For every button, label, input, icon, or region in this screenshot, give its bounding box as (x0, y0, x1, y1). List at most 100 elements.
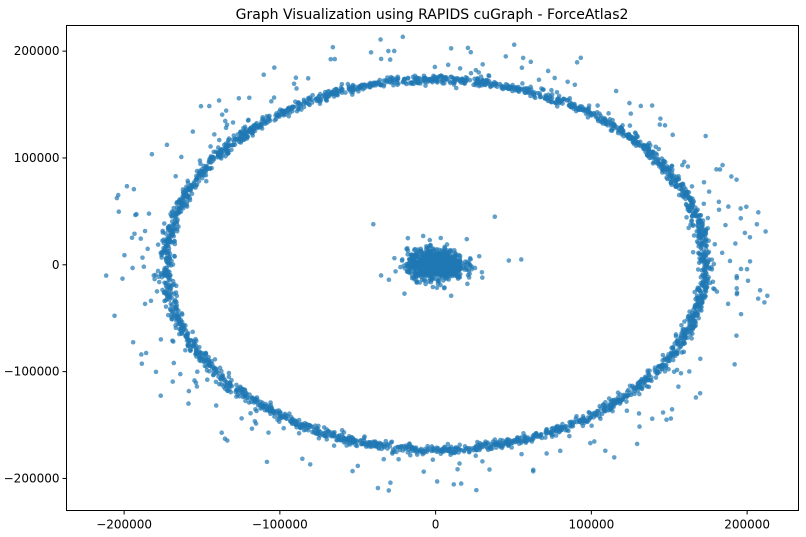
ring-node (259, 118, 265, 124)
outer-node (627, 123, 633, 128)
ring-node (461, 80, 466, 85)
ring-node (669, 163, 675, 169)
ring-node (200, 168, 206, 174)
outer-node (676, 384, 681, 389)
ring-node (398, 444, 404, 450)
cluster-node (421, 258, 426, 263)
outer-node (712, 286, 717, 292)
cluster-node (434, 285, 440, 291)
outer-node (204, 377, 210, 383)
cluster-node (422, 254, 427, 259)
outer-node (762, 300, 767, 305)
cluster-outlier-node (402, 291, 407, 296)
ring-node (363, 444, 369, 449)
outer-node (536, 77, 542, 83)
ring-node (560, 421, 565, 427)
ring-node (671, 173, 677, 179)
ring-node (603, 399, 608, 405)
cluster-node (432, 252, 438, 258)
ring-node (239, 390, 245, 395)
outer-node (565, 79, 570, 85)
outer-node (155, 268, 161, 274)
outer-node (103, 273, 109, 278)
ring-node (240, 133, 245, 138)
ring-node (424, 449, 430, 455)
ring-node (266, 114, 271, 120)
ring-node (378, 441, 384, 447)
ring-node (203, 178, 209, 184)
ring-node (156, 279, 162, 285)
ring-node (663, 167, 668, 173)
ring-node (407, 81, 412, 86)
ring-node (673, 332, 679, 337)
ring-node (226, 374, 232, 380)
cluster-node (424, 243, 429, 249)
ring-node (164, 284, 170, 290)
cluster-node (423, 250, 428, 255)
ring-node (654, 152, 660, 157)
ring-node (497, 441, 503, 447)
outer-node (350, 468, 355, 474)
outer-node (589, 423, 594, 429)
cluster-node (427, 243, 433, 248)
outer-node (557, 448, 563, 454)
cluster-node (398, 264, 403, 270)
ring-node (334, 437, 339, 443)
cluster-outlier-node (464, 236, 470, 242)
outer-node (703, 133, 708, 139)
outer-node (632, 130, 638, 135)
ring-node (609, 128, 615, 134)
ring-node (176, 308, 181, 313)
ring-node (347, 437, 353, 442)
outer-node (198, 161, 203, 167)
ring-node (203, 350, 209, 356)
outer-node (636, 411, 642, 416)
outer-node (666, 366, 671, 372)
outer-node (247, 95, 252, 101)
ring-node (193, 347, 199, 352)
ring-node (258, 124, 264, 130)
ring-node (226, 370, 232, 376)
ring-node (447, 79, 452, 84)
outer-node (213, 403, 219, 408)
outer-node (294, 86, 299, 91)
ring-node (247, 126, 252, 132)
outer-node (511, 42, 517, 47)
ring-node (506, 439, 512, 445)
outer-node (388, 480, 393, 486)
ring-node (190, 343, 196, 349)
chart-title: Graph Visualization using RAPIDS cuGraph… (236, 7, 629, 23)
cluster-node (405, 245, 410, 251)
ring-node (632, 391, 637, 397)
ring-node (563, 427, 569, 433)
ring-node (171, 222, 176, 228)
ring-node (700, 218, 706, 223)
ring-node (176, 224, 181, 229)
outer-node (552, 75, 557, 81)
outer-node (706, 189, 712, 194)
ring-node (691, 307, 696, 313)
cluster-outlier-node (448, 293, 454, 299)
ring-node (165, 243, 171, 249)
cluster-node (433, 259, 439, 265)
y-axis: −200000 −100000 0 100000 200000 (4, 44, 67, 485)
ring-node (181, 194, 187, 200)
ring-node (213, 379, 219, 385)
outer-node (138, 236, 144, 241)
cluster-node (419, 271, 425, 276)
outer-node (120, 276, 125, 281)
outer-node (705, 215, 711, 221)
outer-node (271, 95, 277, 100)
outer-node (520, 55, 526, 61)
outer-node (186, 401, 191, 406)
outer-node (624, 408, 630, 414)
outer-node (554, 89, 560, 95)
ring-node (361, 82, 367, 88)
cluster-node (393, 269, 398, 274)
cluster-outlier-node (371, 221, 376, 227)
x-axis: −200000 −100000 0 100000 200000 (96, 510, 770, 532)
outer-node (269, 99, 274, 104)
outer-node (738, 311, 744, 317)
plot-frame (66, 25, 799, 511)
ring-node (711, 261, 717, 267)
